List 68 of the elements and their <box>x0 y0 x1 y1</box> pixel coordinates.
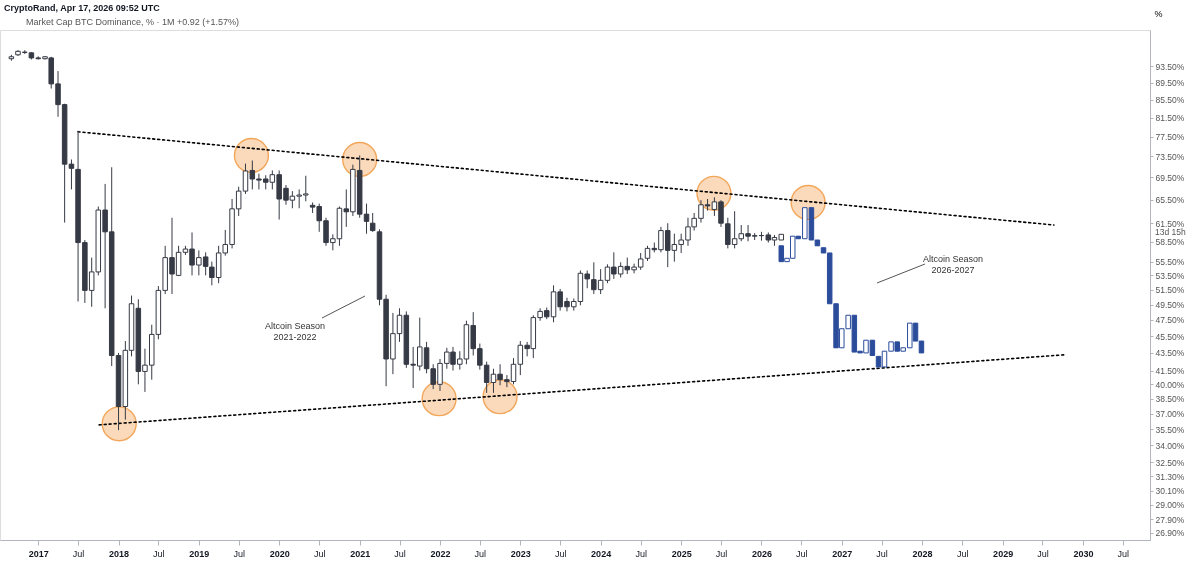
x-tick-label: Jul <box>876 548 888 559</box>
y-tick-label: 32.50% <box>1155 457 1185 468</box>
text: 13d 15h <box>1155 227 1186 237</box>
y-tick-label: 47.50% <box>1155 315 1185 326</box>
x-tick-label: 2027 <box>832 548 853 559</box>
y-tick-label: 58.50% <box>1155 237 1185 248</box>
x-tick-label: Jul <box>1117 548 1130 559</box>
y-tick-label: 61.50% <box>1155 218 1185 229</box>
y-tick-label: 41.50% <box>1155 366 1185 377</box>
candlestick <box>369 212 376 233</box>
x-tick-label: 2022 <box>430 548 451 559</box>
chart-title: Market Cap BTC Dominance, % · 1M +0.92 (+1.57%) <box>26 17 240 27</box>
x-tick-label: 2025 <box>671 548 692 559</box>
y-tick-label: 31.30% <box>1155 471 1185 482</box>
x-tick-label: 2020 <box>269 548 290 559</box>
x-tick-label: 2024 <box>591 548 612 559</box>
y-tick-label: 27.90% <box>1155 514 1185 525</box>
x-tick-label: Jul <box>394 548 406 559</box>
y-tick-label: 77.50% <box>1155 132 1185 143</box>
x-tick-label: 2030 <box>1073 548 1094 559</box>
y-tick-label: 45.50% <box>1155 331 1185 342</box>
x-tick-label: Jul <box>233 548 245 559</box>
x-tick-label: Jul <box>715 548 728 559</box>
point <box>101 406 137 442</box>
x-tick-label: 2021 <box>350 548 371 559</box>
y-tick-label: 38.50% <box>1155 394 1185 405</box>
x-tick-label: Jul <box>635 548 647 559</box>
x-tick-label: 2019 <box>189 548 210 559</box>
x-tick-label: Jul <box>1037 548 1049 559</box>
text: CryptoRand, Apr 17, 2026 09:52 UTC <box>4 3 161 13</box>
y-tick-label: 65.50% <box>1155 195 1185 206</box>
x-tick-label: 2018 <box>109 548 130 559</box>
y-tick-label: 30.10% <box>1155 486 1185 497</box>
annotation: Altcoin Season 2026-2027 <box>922 254 984 275</box>
y-tick-label: 81.50% <box>1155 113 1185 124</box>
x-tick-label: Jul <box>153 548 165 559</box>
x-tick-label: Jul <box>474 548 487 559</box>
y-tick-label: 34.00% <box>1155 440 1185 451</box>
annotation: Altcoin Season 2021-2022 <box>264 321 326 342</box>
point <box>233 137 270 174</box>
y-tick-label: 89.50% <box>1155 78 1185 89</box>
y-tick-label: 53.50% <box>1155 270 1185 281</box>
y-tick-label: 55.50% <box>1155 257 1185 268</box>
y-tick-label: 35.50% <box>1155 424 1185 435</box>
x-tick-label: 2023 <box>510 548 531 559</box>
y-tick-label: 69.50% <box>1155 172 1185 183</box>
x-tick-label: Jul <box>313 548 326 559</box>
x-tick-label: Jul <box>796 548 808 559</box>
point <box>421 381 457 417</box>
y-tick-label: 43.50% <box>1155 348 1185 359</box>
y-tick-label: 40.00% <box>1155 379 1185 390</box>
y-tick-label: 93.50% <box>1155 61 1185 72</box>
x-tick-label: Jul <box>72 548 85 559</box>
y-tick-label: 85.50% <box>1155 95 1185 106</box>
y-tick-label: 49.50% <box>1155 300 1185 311</box>
x-tick-label: Jul <box>956 548 969 559</box>
x-tick-label: 2028 <box>912 548 933 559</box>
y-tick-label: 73.50% <box>1155 151 1185 162</box>
y-tick-label: 29.00% <box>1155 500 1185 511</box>
x-tick-label: 2017 <box>28 548 49 559</box>
y-tick-label: 51.50% <box>1155 285 1185 296</box>
y-tick-label: 37.00% <box>1155 409 1185 420</box>
y-tick-label: 26.90% <box>1155 528 1185 539</box>
y-axis-title: % <box>1154 8 1163 19</box>
point <box>482 379 518 415</box>
x-tick-label: 2029 <box>993 548 1014 559</box>
x-tick-label: Jul <box>554 548 567 559</box>
x-tick-label: 2026 <box>751 548 772 559</box>
